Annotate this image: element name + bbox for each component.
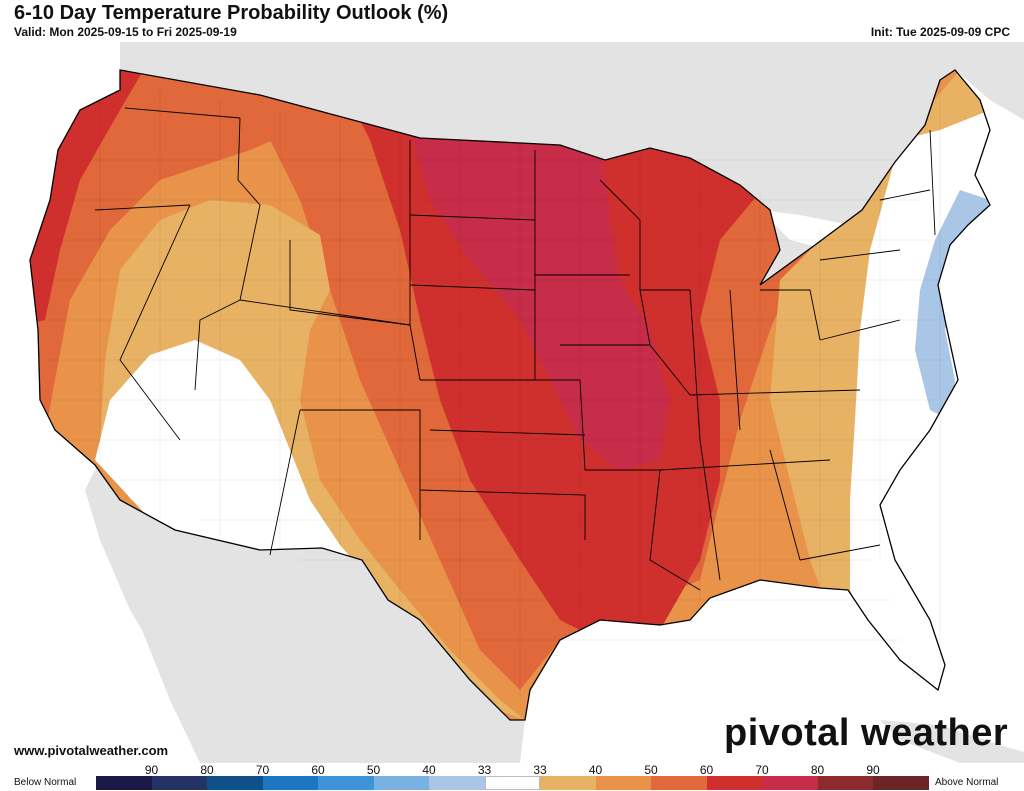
header: 6-10 Day Temperature Probability Outlook…	[0, 0, 1024, 42]
colorbar-tick-label: 70	[255, 763, 270, 777]
zone-above-70-80	[410, 130, 670, 470]
state-borders	[94, 107, 936, 591]
website-url: www.pivotalweather.com	[14, 743, 169, 758]
colorbar-tick-label: 80	[810, 763, 825, 777]
above-normal-label: Above Normal	[935, 777, 999, 788]
colorbar-swatch	[484, 776, 540, 790]
colorbar-tick-label: 40	[588, 763, 603, 777]
colorbar-tick-label: 50	[366, 763, 381, 777]
colorbar-tick-label: 33	[477, 763, 492, 777]
colorbar-swatch	[429, 776, 485, 790]
county-texture	[40, 80, 945, 700]
colorbar-legend: Below Normal Above Normal 90 80 70 60 50 40 33…	[0, 763, 1024, 791]
colorbar-tick-label: 50	[644, 763, 658, 777]
colorbar-swatch	[540, 776, 596, 790]
outlook-map	[0, 42, 1024, 763]
colorbar-swatches	[96, 776, 929, 790]
colorbar-tick-label: 40	[422, 763, 436, 777]
below-normal-label: Below Normal	[14, 777, 77, 788]
page-title: 6-10 Day Temperature Probability Outlook…	[14, 2, 449, 24]
canada-land	[0, 42, 1024, 285]
colorbar-swatch	[817, 776, 873, 790]
colorbar-swatch	[595, 776, 651, 790]
zone-above-33-40-west	[100, 200, 525, 720]
colorbar-tick-label: 90	[144, 763, 159, 777]
colorbar-swatch	[96, 776, 152, 790]
colorbar-swatch	[762, 776, 818, 790]
colorbar-tick-label: 60	[311, 763, 325, 777]
colorbar-swatch	[873, 776, 929, 790]
baja-land	[85, 470, 170, 660]
colorbar-swatch	[651, 776, 707, 790]
colorbar-swatch	[706, 776, 762, 790]
colorbar-swatch	[318, 776, 374, 790]
colorbar-tick-label: 80	[200, 763, 214, 777]
cuba-land	[880, 720, 1024, 763]
colorbar-tick-label: 70	[755, 763, 769, 777]
colorbar-tick-label: 33	[533, 763, 547, 777]
colorbar-tick-label: 90	[866, 763, 880, 777]
colorbar-swatch	[207, 776, 263, 790]
valid-period: Valid: Mon 2025-09-15 to Fri 2025-09-19	[14, 25, 237, 39]
colorbar-swatch	[151, 776, 207, 790]
mexico-land	[95, 465, 525, 763]
colorbar-swatch	[262, 776, 318, 790]
pivotal-weather-logo: pivotal weather	[724, 712, 1009, 754]
init-time: Init: Tue 2025-09-09 CPC	[870, 25, 1010, 39]
colorbar-swatch	[373, 776, 429, 790]
colorbar-tick-label: 60	[699, 763, 714, 777]
